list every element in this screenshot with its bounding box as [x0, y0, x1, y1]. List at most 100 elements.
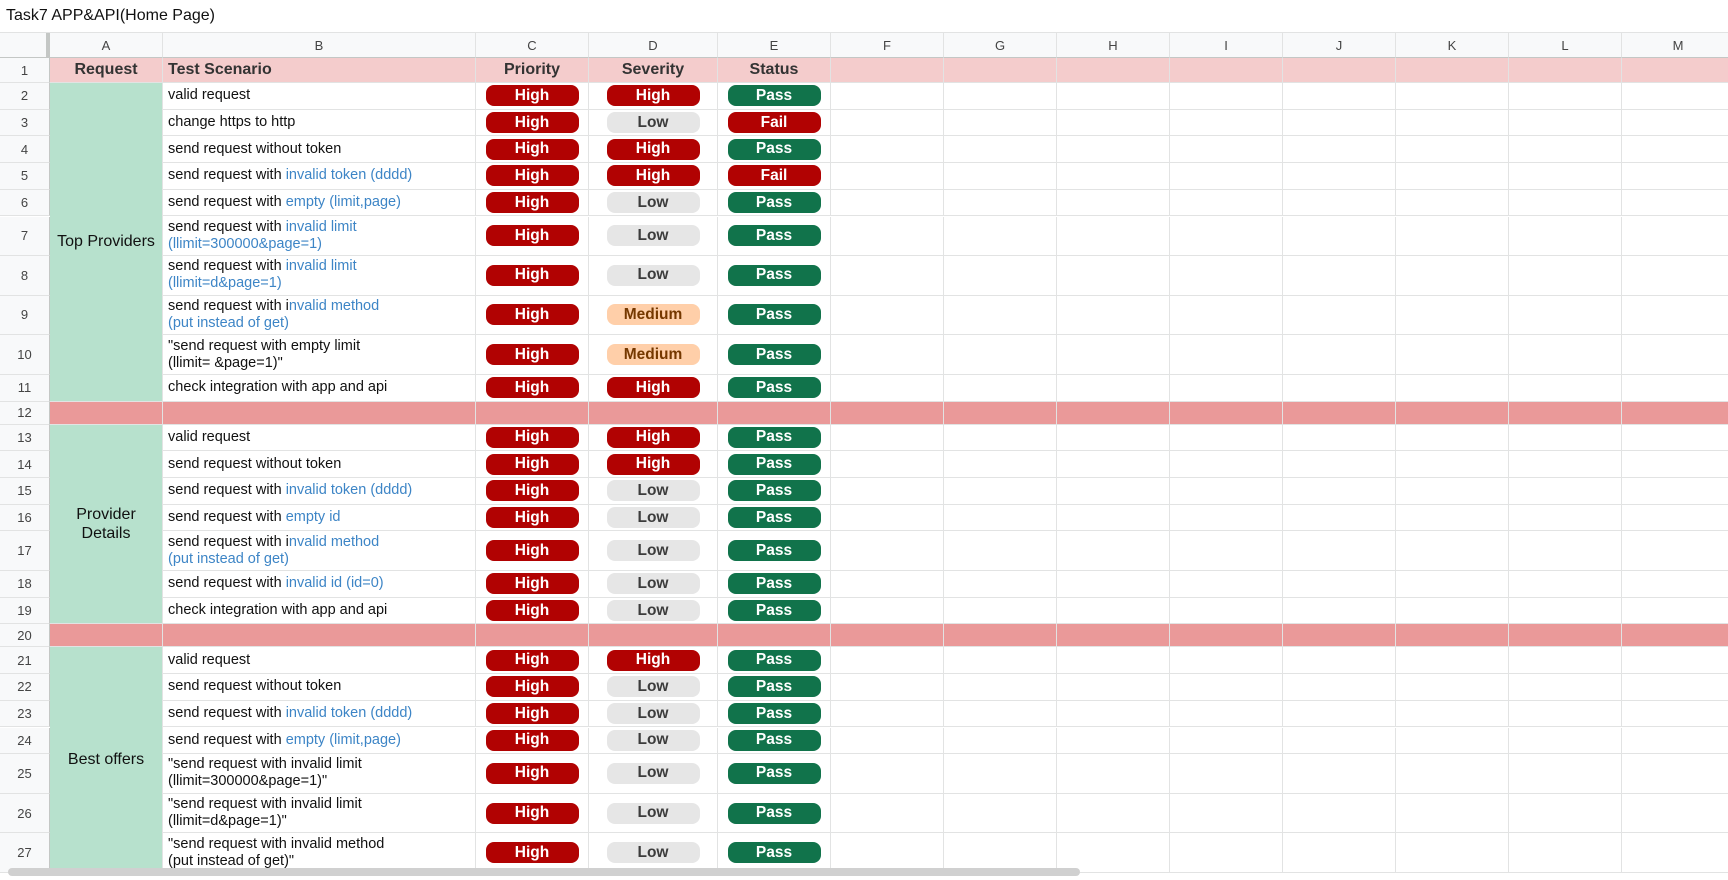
status-cell: Pass — [718, 189, 831, 217]
empty-cell — [1283, 531, 1396, 571]
priority-badge: High — [485, 165, 579, 187]
priority-cell: High — [476, 163, 589, 190]
severity-badge: High — [606, 426, 700, 448]
empty-cell — [831, 189, 944, 217]
empty-cell — [1622, 136, 1728, 164]
status-badge: Pass — [727, 453, 821, 475]
empty-cell — [1057, 674, 1170, 701]
empty-cell — [1396, 83, 1509, 110]
severity-badge: Low — [606, 842, 700, 864]
status-cell: Pass — [718, 256, 831, 296]
empty-cell — [831, 424, 944, 452]
row-number: 24 — [0, 727, 50, 755]
plain-text: send request with i — [168, 533, 289, 550]
scenario-cell: send request with invalid method (put in… — [163, 295, 476, 336]
severity-cell: Low — [589, 571, 718, 598]
scenario-text: "send request with invalid method (put i… — [168, 836, 384, 870]
empty-cell — [1283, 451, 1396, 478]
header-cell: Request — [50, 58, 163, 83]
status-badge: Pass — [727, 264, 821, 286]
empty-cell — [1057, 295, 1170, 336]
empty-cell — [1396, 109, 1509, 137]
severity-cell: High — [589, 424, 718, 452]
scenario-text: send request with empty (limit,page) — [168, 732, 401, 749]
priority-badge: High — [485, 453, 579, 475]
empty-cell — [1396, 295, 1509, 336]
empty-cell — [1622, 296, 1728, 336]
empty-cell — [944, 335, 1057, 375]
severity-cell: Low — [589, 754, 718, 794]
plain-text: send request with i — [168, 297, 289, 314]
status-badge: Pass — [727, 762, 821, 784]
highlighted-text: empty id — [285, 509, 341, 526]
status-cell: Pass — [718, 793, 831, 834]
status-cell: Pass — [718, 295, 831, 336]
empty-cell — [1170, 833, 1283, 873]
empty-cell — [831, 295, 944, 336]
empty-cell — [1283, 335, 1396, 375]
status-badge: Pass — [727, 703, 821, 725]
empty-cell — [831, 478, 944, 505]
row-number: 3 — [0, 109, 50, 137]
highlighted-text: empty (limit,page) — [285, 731, 401, 748]
scenario-cell: send request with empty (limit,page) — [163, 189, 476, 217]
empty-cell — [1396, 256, 1509, 296]
scenario-cell: send request with invalid limit (llimit=… — [163, 256, 476, 296]
priority-cell: High — [476, 374, 589, 402]
empty-cell — [1509, 136, 1622, 164]
severity-cell: Low — [589, 256, 718, 296]
priority-badge: High — [485, 802, 579, 824]
row-number: 11 — [0, 374, 50, 402]
empty-cell — [1283, 727, 1396, 755]
row-number: 23 — [0, 700, 50, 728]
status-cell: Fail — [718, 163, 831, 190]
priority-badge: High — [485, 138, 579, 160]
separator-cell — [1622, 624, 1728, 648]
plain-text: "send request with empty limit (llimit= … — [168, 337, 361, 371]
status-cell: Pass — [718, 531, 831, 571]
request-cell: Top Providers — [50, 83, 163, 402]
empty-cell — [1170, 793, 1283, 834]
scenario-text: "send request with empty limit (llimit= … — [168, 338, 360, 372]
empty-cell — [1509, 700, 1622, 728]
priority-cell: High — [476, 216, 589, 257]
status-cell: Pass — [718, 700, 831, 728]
plain-text: send request without token — [168, 678, 342, 695]
empty-cell — [1396, 833, 1509, 873]
severity-cell: High — [589, 136, 718, 164]
empty-cell — [1622, 571, 1728, 598]
severity-cell: Low — [589, 478, 718, 505]
empty-cell — [1057, 374, 1170, 402]
scenario-text: send request with invalid token (dddd) — [168, 705, 412, 722]
plain-text: send request with — [168, 575, 286, 592]
separator-cell — [1396, 401, 1509, 425]
empty-cell — [1396, 335, 1509, 375]
empty-cell — [1509, 478, 1622, 505]
separator-cell — [944, 624, 1057, 648]
priority-cell: High — [476, 136, 589, 164]
empty-cell — [1509, 374, 1622, 402]
empty-cell — [944, 256, 1057, 296]
empty-cell — [1396, 216, 1509, 257]
empty-cell — [1396, 597, 1509, 625]
column-header: A — [50, 33, 163, 58]
scenario-text: send request without token — [168, 456, 341, 473]
status-badge: Pass — [727, 802, 821, 824]
empty-cell — [1283, 216, 1396, 257]
empty-cell — [1396, 189, 1509, 217]
status-cell: Pass — [718, 136, 831, 164]
severity-badge: Medium — [606, 304, 700, 326]
row-number: 21 — [0, 647, 50, 675]
empty-cell — [1170, 189, 1283, 217]
empty-cell — [1057, 597, 1170, 625]
priority-cell: High — [476, 189, 589, 217]
empty-cell — [1509, 163, 1622, 190]
empty-cell — [831, 335, 944, 375]
empty-cell — [1283, 256, 1396, 296]
status-cell: Pass — [718, 451, 831, 478]
priority-cell: High — [476, 295, 589, 336]
empty-cell — [1509, 647, 1622, 675]
row-number: 9 — [0, 295, 50, 336]
empty-cell — [1396, 754, 1509, 794]
request-cell: Best offers — [50, 647, 163, 873]
